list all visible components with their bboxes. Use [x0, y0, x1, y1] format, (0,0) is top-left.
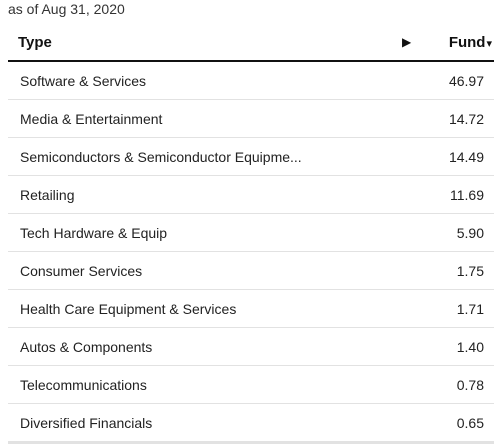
- table-row: Media & Entertainment 14.72: [8, 100, 494, 138]
- table-row: Retailing 11.69: [8, 176, 494, 214]
- row-fund-value: 0.65: [456, 415, 484, 431]
- sort-caret-icon: ▾: [486, 38, 492, 50]
- row-type: Tech Hardware & Equip: [20, 225, 168, 241]
- fund-label: Fund: [448, 34, 486, 51]
- row-fund-value: 1.71: [456, 301, 484, 317]
- table-row: Software & Services 46.97: [8, 62, 494, 100]
- row-fund-value: 1.40: [456, 339, 484, 355]
- row-type: Software & Services: [20, 73, 147, 89]
- row-type: Media & Entertainment: [20, 111, 163, 127]
- row-type: Diversified Financials: [20, 415, 153, 431]
- row-type: Autos & Components: [20, 339, 153, 355]
- holdings-table: Software & Services 46.97 Media & Entert…: [8, 62, 494, 442]
- row-fund-value: 14.72: [448, 111, 484, 127]
- row-type: Consumer Services: [20, 263, 143, 279]
- row-fund-value: 46.97: [448, 73, 484, 89]
- row-type: Telecommunications: [20, 377, 147, 393]
- expand-arrow-icon[interactable]: ▶: [402, 35, 412, 49]
- row-type: Health Care Equipment & Services: [20, 301, 237, 317]
- row-fund-value: 11.69: [450, 187, 484, 203]
- table-row: Telecommunications 0.78: [8, 366, 494, 404]
- table-row: Autos & Components 1.40: [8, 328, 494, 366]
- table-row: Consumer Services 1.75: [8, 252, 494, 290]
- table-bottom-divider: [8, 442, 494, 444]
- table-row: Diversified Financials 0.65: [8, 404, 494, 442]
- row-fund-value: 0.78: [456, 377, 484, 393]
- column-header-type: Type: [18, 34, 52, 51]
- table-row: Health Care Equipment & Services 1.71: [8, 290, 494, 328]
- row-type: Retailing: [20, 187, 75, 203]
- row-type: Semiconductors & Semiconductor Equipme..…: [20, 149, 302, 165]
- table-row: Tech Hardware & Equip 5.90: [8, 214, 494, 252]
- as-of-date: as of Aug 31, 2020: [8, 1, 125, 17]
- row-fund-value: 5.90: [456, 225, 484, 241]
- row-fund-value: 14.49: [448, 149, 484, 165]
- row-fund-value: 1.75: [456, 263, 484, 279]
- column-header-fund-sort[interactable]: Fund▾: [449, 34, 492, 51]
- table-header: Type ▶ Fund▾: [8, 28, 494, 62]
- table-row: Semiconductors & Semiconductor Equipme..…: [8, 138, 494, 176]
